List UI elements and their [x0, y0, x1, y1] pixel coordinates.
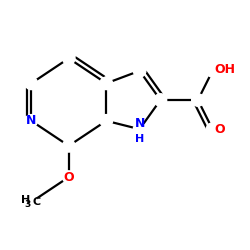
Circle shape: [25, 114, 38, 127]
Text: N: N: [26, 114, 36, 127]
Circle shape: [100, 114, 112, 127]
Text: N: N: [134, 118, 145, 130]
Circle shape: [133, 64, 146, 77]
Circle shape: [25, 196, 38, 208]
Circle shape: [25, 77, 38, 90]
Circle shape: [133, 123, 146, 136]
Text: O: O: [64, 170, 74, 183]
Circle shape: [192, 94, 204, 106]
Circle shape: [62, 52, 75, 64]
Text: O: O: [214, 123, 225, 136]
Circle shape: [206, 64, 219, 77]
Text: C: C: [32, 197, 40, 207]
Circle shape: [100, 77, 112, 90]
Circle shape: [206, 123, 219, 136]
Text: OH: OH: [214, 63, 236, 76]
Text: 3: 3: [24, 200, 30, 209]
Circle shape: [62, 171, 75, 183]
Circle shape: [154, 94, 167, 106]
Circle shape: [62, 140, 75, 152]
Text: H: H: [21, 194, 30, 204]
Text: H: H: [135, 134, 144, 143]
